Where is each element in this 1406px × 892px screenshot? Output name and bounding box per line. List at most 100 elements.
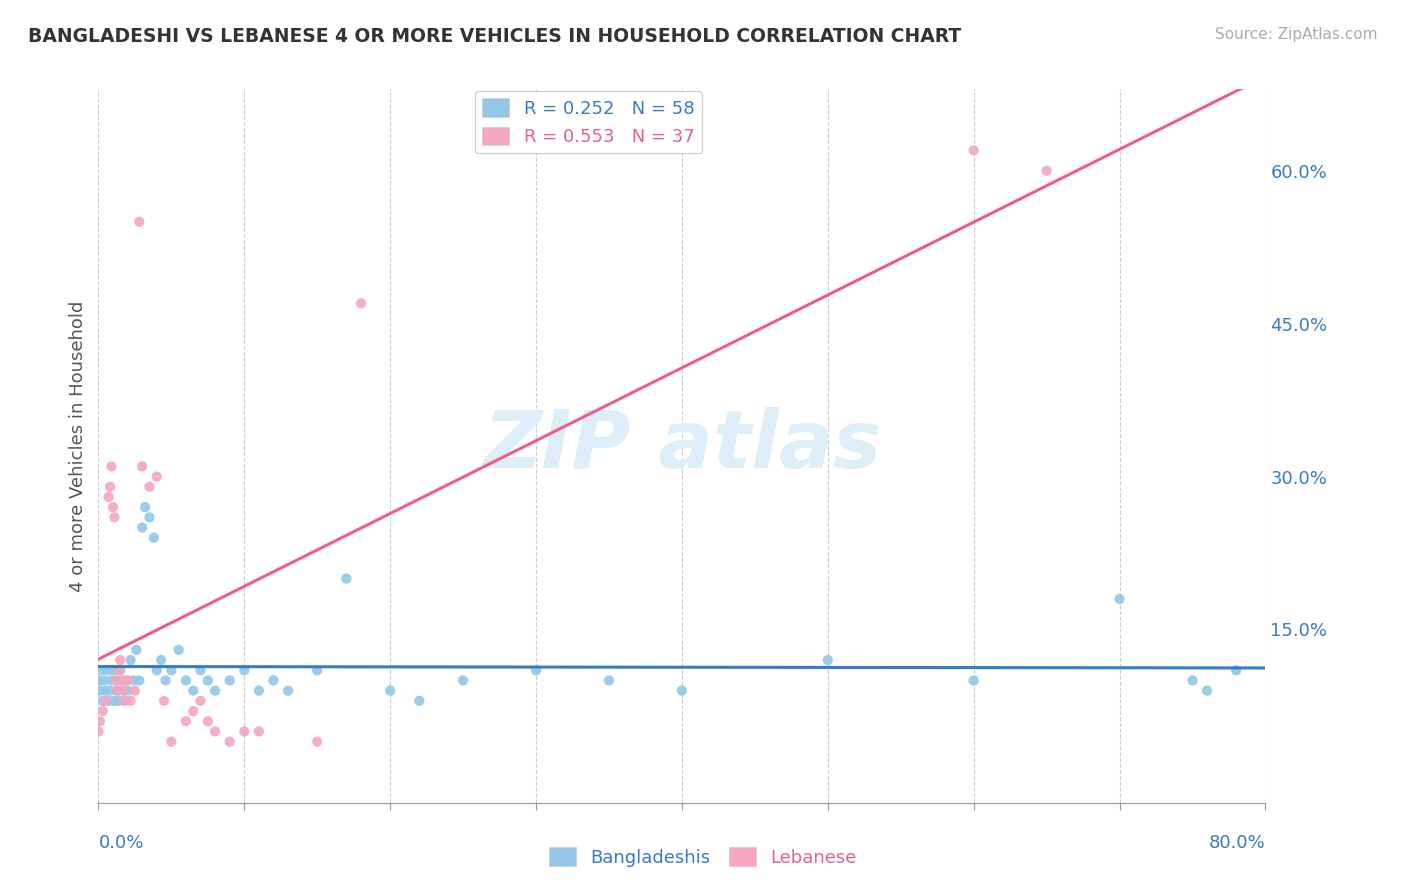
Point bbox=[197, 673, 219, 688]
Point bbox=[97, 490, 120, 504]
Point bbox=[111, 673, 134, 688]
Point bbox=[155, 673, 177, 688]
Point bbox=[105, 683, 128, 698]
Point bbox=[138, 510, 160, 524]
Point bbox=[114, 694, 136, 708]
Point bbox=[160, 734, 183, 748]
Point bbox=[146, 469, 169, 483]
Point bbox=[90, 663, 112, 677]
Point bbox=[87, 724, 110, 739]
Point bbox=[174, 714, 197, 729]
Point bbox=[124, 683, 146, 698]
Point bbox=[204, 683, 226, 698]
Point bbox=[598, 673, 620, 688]
Point bbox=[181, 683, 204, 698]
Point bbox=[89, 714, 111, 729]
Point bbox=[146, 663, 169, 677]
Point bbox=[174, 673, 197, 688]
Point bbox=[131, 459, 153, 474]
Point bbox=[110, 653, 132, 667]
Text: BANGLADESHI VS LEBANESE 4 OR MORE VEHICLES IN HOUSEHOLD CORRELATION CHART: BANGLADESHI VS LEBANESE 4 OR MORE VEHICL… bbox=[28, 27, 962, 45]
Point bbox=[100, 673, 122, 688]
Point bbox=[114, 694, 136, 708]
Legend: R = 0.252   N = 58, R = 0.553   N = 37: R = 0.252 N = 58, R = 0.553 N = 37 bbox=[475, 91, 702, 153]
Point bbox=[451, 673, 474, 688]
Point bbox=[117, 673, 139, 688]
Text: 0.0%: 0.0% bbox=[98, 834, 143, 852]
Point bbox=[94, 683, 117, 698]
Point bbox=[153, 694, 176, 708]
Point bbox=[277, 683, 299, 698]
Point bbox=[962, 144, 984, 158]
Point bbox=[1195, 683, 1218, 698]
Point bbox=[262, 673, 284, 688]
Point bbox=[101, 500, 124, 515]
Point bbox=[96, 663, 118, 677]
Point bbox=[197, 714, 219, 729]
Point bbox=[125, 643, 148, 657]
Point bbox=[233, 663, 256, 677]
Point bbox=[91, 694, 114, 708]
Point bbox=[103, 510, 125, 524]
Point bbox=[131, 520, 153, 534]
Point bbox=[181, 704, 204, 718]
Point bbox=[247, 683, 270, 698]
Point bbox=[93, 673, 115, 688]
Point bbox=[115, 673, 138, 688]
Point bbox=[160, 663, 183, 677]
Point bbox=[120, 653, 142, 667]
Point bbox=[91, 704, 114, 718]
Point bbox=[138, 480, 160, 494]
Point bbox=[98, 480, 121, 494]
Point bbox=[103, 694, 125, 708]
Y-axis label: 4 or more Vehicles in Household: 4 or more Vehicles in Household bbox=[69, 301, 87, 591]
Point bbox=[87, 673, 110, 688]
Point bbox=[104, 673, 127, 688]
Point bbox=[98, 683, 121, 698]
Point bbox=[190, 694, 212, 708]
Text: ZIP atlas: ZIP atlas bbox=[482, 407, 882, 485]
Point bbox=[962, 673, 984, 688]
Point bbox=[307, 663, 329, 677]
Point bbox=[817, 653, 839, 667]
Point bbox=[524, 663, 547, 677]
Point bbox=[142, 531, 165, 545]
Point bbox=[350, 296, 373, 310]
Point bbox=[112, 683, 135, 698]
Point bbox=[150, 653, 173, 667]
Point bbox=[128, 673, 150, 688]
Point bbox=[247, 724, 270, 739]
Point bbox=[167, 643, 190, 657]
Point bbox=[110, 663, 132, 677]
Point bbox=[108, 694, 131, 708]
Text: Source: ZipAtlas.com: Source: ZipAtlas.com bbox=[1215, 27, 1378, 42]
Point bbox=[117, 683, 139, 698]
Point bbox=[204, 724, 226, 739]
Point bbox=[1108, 591, 1130, 606]
Point bbox=[111, 673, 134, 688]
Point bbox=[105, 683, 128, 698]
Point bbox=[108, 663, 131, 677]
Point bbox=[122, 673, 145, 688]
Point bbox=[94, 694, 117, 708]
Point bbox=[408, 694, 430, 708]
Legend: Bangladeshis, Lebanese: Bangladeshis, Lebanese bbox=[541, 840, 865, 874]
Point bbox=[378, 683, 402, 698]
Point bbox=[307, 734, 329, 748]
Point bbox=[89, 683, 111, 698]
Point bbox=[671, 683, 693, 698]
Point bbox=[233, 724, 256, 739]
Point bbox=[101, 663, 124, 677]
Point bbox=[218, 673, 240, 688]
Text: 80.0%: 80.0% bbox=[1209, 834, 1265, 852]
Point bbox=[218, 734, 240, 748]
Point bbox=[128, 215, 150, 229]
Point bbox=[100, 459, 122, 474]
Point bbox=[120, 694, 142, 708]
Point bbox=[1225, 663, 1247, 677]
Point bbox=[335, 572, 357, 586]
Point bbox=[1035, 163, 1057, 178]
Point bbox=[190, 663, 212, 677]
Point bbox=[104, 673, 127, 688]
Point bbox=[112, 683, 135, 698]
